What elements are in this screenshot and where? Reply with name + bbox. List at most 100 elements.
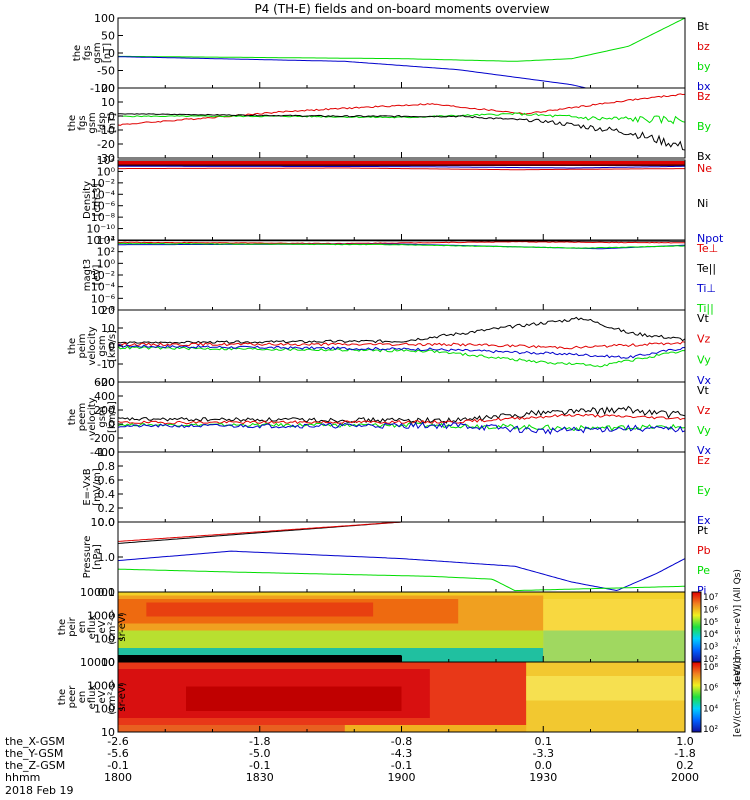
y-axis-label: peir xyxy=(67,616,78,636)
colorbar-tick: 10⁴ xyxy=(703,630,718,640)
legend-by: by xyxy=(697,60,711,73)
y-axis-label: eV xyxy=(97,620,108,633)
xaxis-row-label: hhmm xyxy=(5,771,40,784)
y-axis-label: peim xyxy=(77,333,88,358)
peir-spectrogram-cell xyxy=(118,630,544,648)
ytick-label: 10⁻⁸ xyxy=(91,304,116,317)
legend-Pe: Pe xyxy=(697,564,710,577)
ytick-label: 10⁻⁸ xyxy=(91,211,116,224)
y-axis-label: [km/s] xyxy=(107,330,118,362)
xaxis-value: 1800 xyxy=(104,771,132,784)
colorbar-tick: 10⁷ xyxy=(703,593,718,603)
vz-line xyxy=(117,341,686,350)
ytick-label: 10⁻⁴ xyxy=(91,281,116,294)
ytick-label: 10 xyxy=(101,656,115,669)
peir-spectrogram xyxy=(118,592,685,662)
npot-line xyxy=(118,165,685,169)
ytick-label: 20 xyxy=(101,82,115,95)
ytick-label: -10 xyxy=(97,358,115,371)
colorbar-tick: 10³ xyxy=(703,643,718,653)
panel-frame-temperature xyxy=(117,239,686,311)
y-axis-label: fgs xyxy=(82,45,93,60)
colorbar-tick: 10⁶ xyxy=(703,605,718,615)
ytick-label: 0.8 xyxy=(98,460,116,473)
ytick-label: 0.6 xyxy=(98,474,116,487)
legend-Vy: Vy xyxy=(697,424,711,437)
legend-Pb: Pb xyxy=(697,544,711,557)
y-axis-label: velocity xyxy=(87,397,98,436)
xaxis-row-label: the_Y-GSM xyxy=(5,747,63,760)
y-axis-label: [nPa] xyxy=(92,544,103,570)
legend-Vy: Vy xyxy=(697,353,711,366)
y-axis-label: en xyxy=(77,691,88,704)
ytick-label: 0 xyxy=(108,340,115,353)
legend-Bt: Bt xyxy=(697,20,710,33)
legend-Te||: Te|| xyxy=(696,262,716,275)
ytick-label: 1000 xyxy=(87,679,115,692)
colorbar-tick: 10² xyxy=(703,655,718,665)
y-axis-label: the xyxy=(57,689,68,705)
y-axis-label: eflux xyxy=(87,615,98,640)
panel-frame-efield xyxy=(117,451,686,523)
xaxis-value: -3.3 xyxy=(533,747,554,760)
legend-Ex: Ex xyxy=(697,514,711,527)
xaxis-value: 0.1 xyxy=(535,735,553,748)
ytick-label: -200 xyxy=(90,432,115,445)
te-perp-line xyxy=(117,240,686,245)
panel-frame-pressure xyxy=(117,521,686,593)
y-axis-label: (cm²-s- xyxy=(107,679,118,715)
peir-spectrogram-cell xyxy=(146,602,374,617)
y-axis-label: [eV] xyxy=(92,265,103,286)
ytick-label: 10⁰ xyxy=(97,257,116,270)
y-axis-label: peem xyxy=(77,403,88,431)
colorbar-tick: 10⁵ xyxy=(703,618,718,628)
peir-spectrogram-cell xyxy=(543,599,685,631)
xaxis-value: -5.6 xyxy=(107,747,128,760)
ytick-label: 1000 xyxy=(87,609,115,622)
legend-Vt: Vt xyxy=(697,384,710,397)
pt-line xyxy=(117,521,685,544)
legend-Npot: Npot xyxy=(697,232,724,245)
ytick-label: -30 xyxy=(97,152,115,165)
legend-Bx: Bx xyxy=(697,150,712,163)
ytick-label: 10000 xyxy=(80,586,115,599)
ytick-label: -20 xyxy=(97,376,115,389)
y-axis-label: sr-eV) xyxy=(117,612,128,641)
xaxis-row-label: the_Z-GSM xyxy=(5,759,65,772)
legend-Ti||: Ti|| xyxy=(696,302,714,315)
xaxis-value: -2.6 xyxy=(107,735,128,748)
y-axis-label: [mV/m] xyxy=(92,468,103,506)
y-axis-label: peer xyxy=(67,685,78,709)
ytick-label: -10 xyxy=(97,124,115,137)
ytick-label: 1.0 xyxy=(98,446,116,459)
pb-line xyxy=(117,521,685,542)
legend-Ti⊥: Ti⊥ xyxy=(696,282,716,295)
xaxis-value: 1930 xyxy=(529,771,557,784)
ytick-label: -50 xyxy=(97,65,115,78)
y-axis-label: [nT] xyxy=(102,43,113,63)
date-label: 2018 Feb 19 xyxy=(5,784,73,797)
vx-line xyxy=(117,344,686,359)
legend-Ni: Ni xyxy=(697,197,708,210)
legend-bx: bx xyxy=(697,80,711,93)
ytick-label: -400 xyxy=(90,446,115,459)
legend-bz: bz xyxy=(697,40,710,53)
ytick-label: 10⁰ xyxy=(97,165,116,178)
y-axis-label: magt3 xyxy=(82,259,93,292)
legend-Ez: Ez xyxy=(697,454,710,467)
y-axis-label: fgs xyxy=(77,115,88,130)
ytick-label: 20 xyxy=(101,304,115,317)
ytick-label: 100 xyxy=(94,633,115,646)
ytick-label: 10⁻² xyxy=(91,269,115,282)
colorbar-2 xyxy=(691,661,702,733)
ytick-label: 10.0 xyxy=(91,516,116,529)
xaxis-value: 0.2 xyxy=(676,759,694,772)
ytick-label: -20 xyxy=(97,138,115,151)
ne-line xyxy=(118,167,685,171)
ytick-label: 10² xyxy=(97,154,115,167)
by-line xyxy=(117,17,686,62)
y-axis-label: gsm xyxy=(97,406,108,427)
xaxis-value: -4.3 xyxy=(391,747,412,760)
y-axis-label: [km/s] xyxy=(107,401,118,433)
